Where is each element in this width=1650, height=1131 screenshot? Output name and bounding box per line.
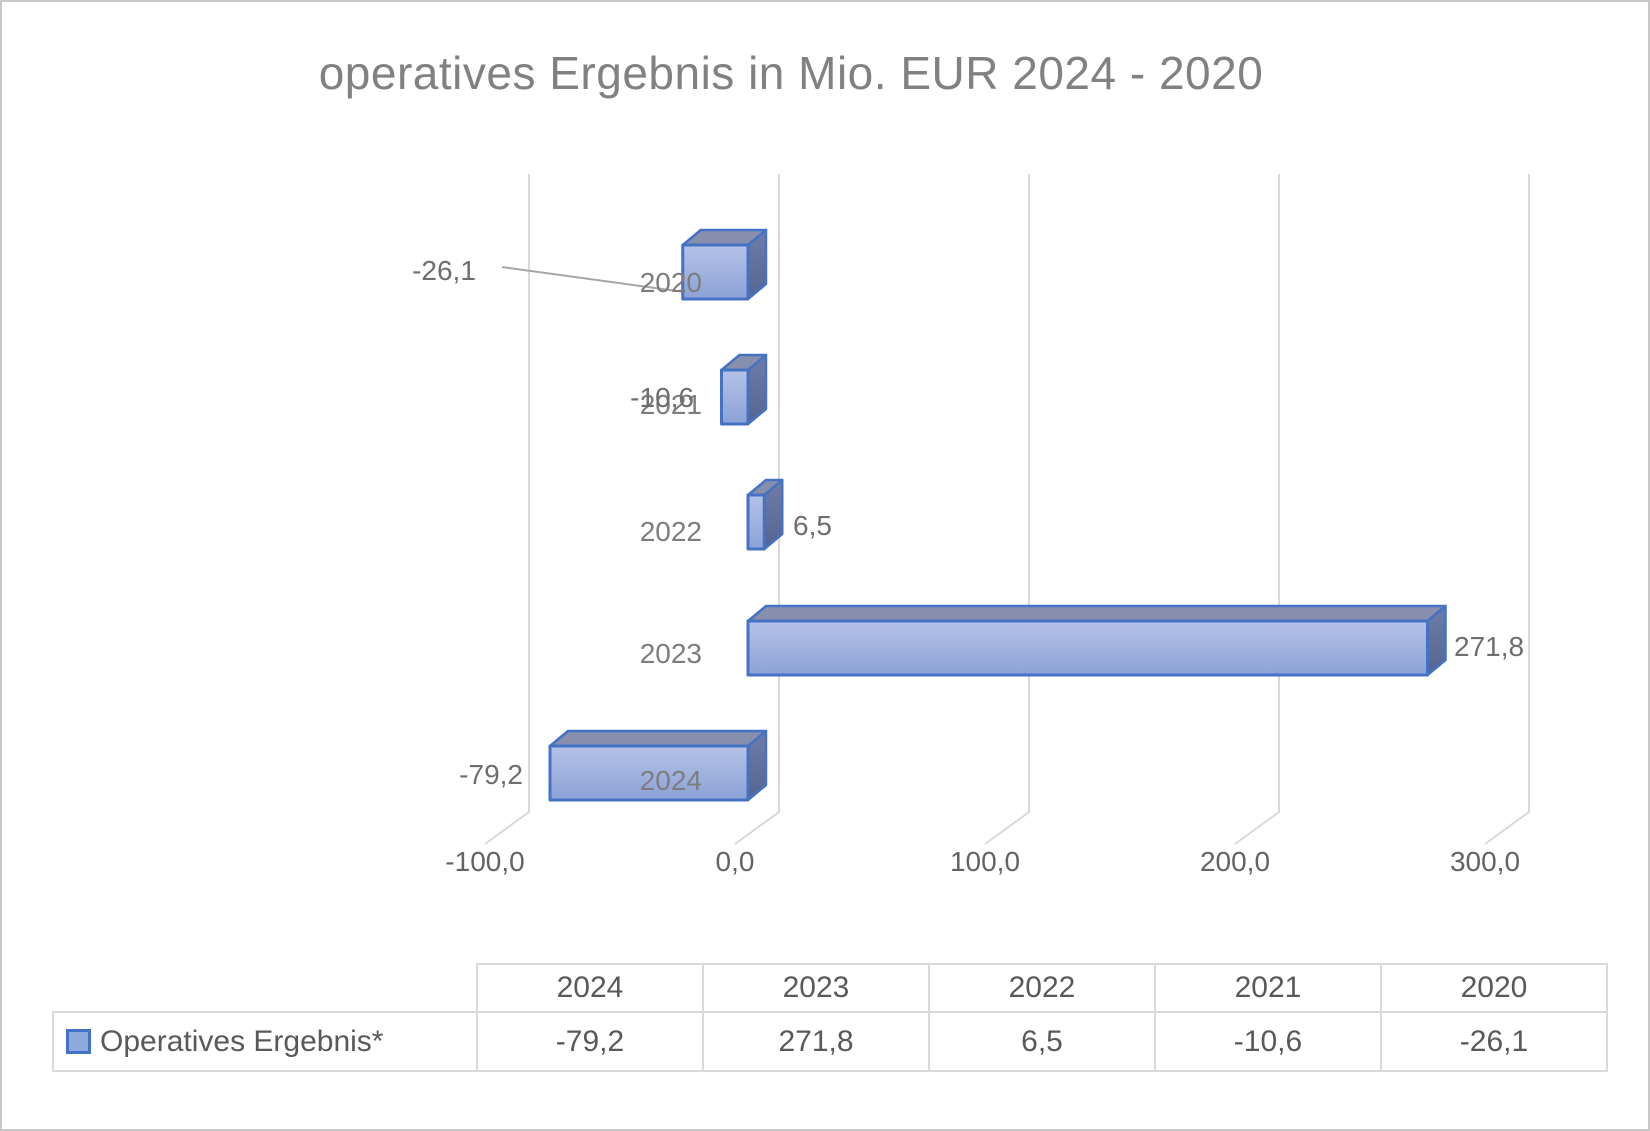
chart-title: operatives Ergebnis in Mio. EUR 2024 - 2…	[318, 47, 1264, 99]
series-legend-swatch-icon	[66, 1028, 91, 1054]
table-value-2023: 271,8	[702, 1011, 930, 1072]
category-label-2023: 2023	[639, 638, 702, 669]
table-value-2020: -26,1	[1380, 1011, 1608, 1072]
data-label-2021: -10,6	[630, 382, 694, 413]
x-tick-300: 300,0	[1449, 846, 1521, 877]
bar-front-face	[746, 619, 1429, 677]
table-header-row: 2024 2023 2022 2021 2020	[53, 963, 1608, 1013]
x-tick-200: 200,0	[1199, 846, 1271, 877]
category-label-2022: 2022	[639, 516, 702, 547]
bar-2021	[720, 353, 768, 426]
data-table: 2024 2023 2022 2021 2020 Operatives Erge…	[52, 963, 1608, 1072]
bar-front-face	[548, 744, 750, 802]
series-name: Operatives Ergebnis*	[100, 1024, 384, 1058]
gridline-100,0	[984, 174, 1030, 845]
data-label-2020: -26,1	[412, 255, 476, 286]
table-header-2024: 2024	[476, 963, 704, 1013]
gridline--100,0	[484, 174, 530, 845]
bar-front-face	[720, 368, 750, 426]
table-header-2020: 2020	[1380, 963, 1608, 1013]
series-legend-cell: Operatives Ergebnis*	[52, 1011, 478, 1072]
bar-top-face	[746, 604, 1447, 623]
bar-top-face	[548, 729, 768, 748]
gridline-0,0	[734, 174, 780, 845]
gridlines	[484, 174, 1530, 845]
bar-front-face	[681, 243, 750, 301]
table-header-2021: 2021	[1154, 963, 1382, 1013]
table-header-2023: 2023	[702, 963, 930, 1013]
data-label-2022: 6,5	[793, 510, 832, 541]
bar-series	[548, 228, 1447, 802]
table-value-2024: -79,2	[476, 1011, 704, 1072]
table-value-row: Operatives Ergebnis* -79,2 271,8 6,5 -10…	[52, 1011, 1608, 1072]
data-label-2024: -79,2	[459, 759, 523, 790]
bar-front-face	[746, 493, 766, 551]
x-tick-neg100: -100,0	[445, 846, 525, 877]
leader-line-2020	[501, 266, 700, 295]
data-label-2023: 271,8	[1454, 631, 1525, 662]
bar-2024	[548, 729, 768, 802]
gridline-300,0	[1484, 174, 1530, 845]
gridline-200,0	[1234, 174, 1280, 845]
table-value-2022: 6,5	[928, 1011, 1156, 1072]
x-tick-0: 0,0	[715, 846, 755, 877]
table-value-2021: -10,6	[1154, 1011, 1382, 1072]
bar-2022	[746, 478, 784, 551]
table-header-2022: 2022	[928, 963, 1156, 1013]
bar-2020	[681, 228, 768, 301]
table-corner-cell	[53, 964, 477, 1012]
category-label-2024: 2024	[639, 765, 702, 796]
x-tick-100: 100,0	[949, 846, 1021, 877]
category-label-2020: 2020	[639, 267, 702, 298]
bar-2023	[746, 604, 1447, 677]
category-label-2021: 2021	[639, 389, 702, 420]
